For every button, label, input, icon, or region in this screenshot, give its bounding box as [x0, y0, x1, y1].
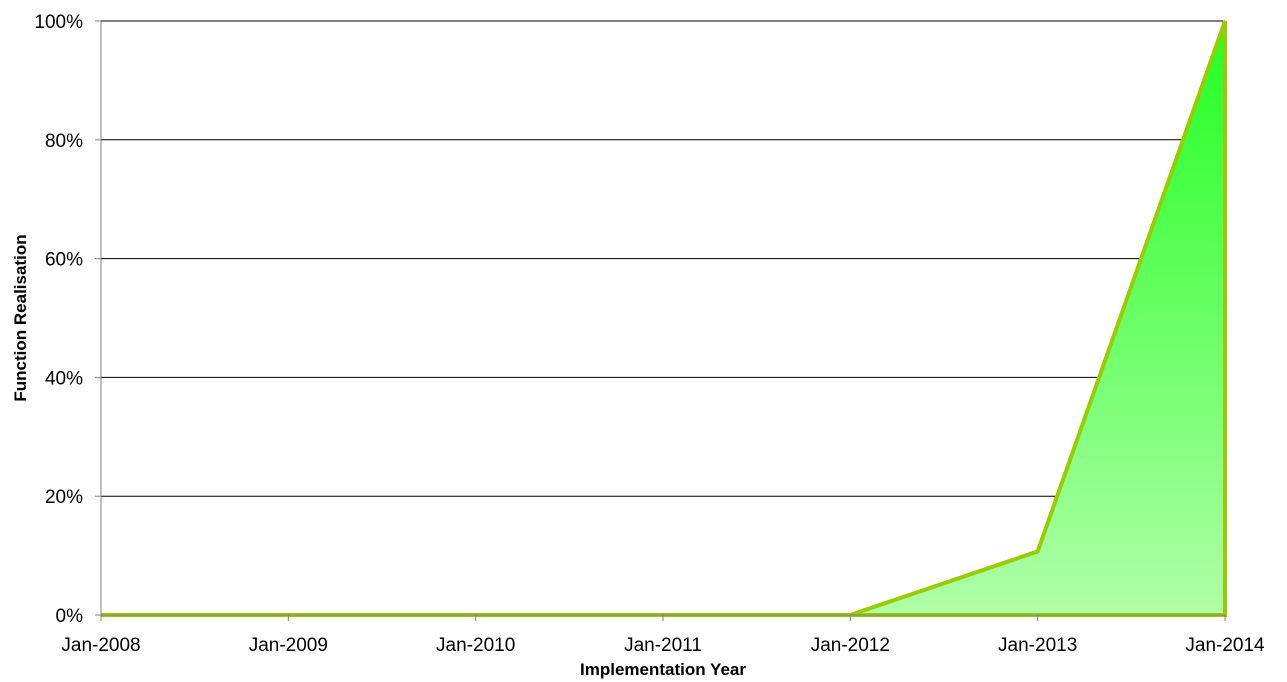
x-tick-label: Jan-2010 — [436, 635, 515, 656]
y-tick-label: 40% — [45, 368, 83, 389]
series-area-fill — [101, 20, 1227, 617]
y-tick-label: 100% — [34, 12, 83, 33]
x-tick-label: Jan-2012 — [811, 635, 890, 656]
axes — [95, 20, 1226, 621]
y-tick-label: 20% — [45, 487, 83, 508]
x-tick-label: Jan-2014 — [1185, 635, 1265, 656]
y-tick-label: 80% — [45, 131, 83, 152]
x-tick-label: Jan-2009 — [249, 635, 328, 656]
x-tick-label: Jan-2013 — [998, 635, 1077, 656]
x-tick-label: Jan-2011 — [624, 635, 702, 656]
series-area — [100, 20, 1227, 617]
x-axis-title: Implementation Year — [580, 660, 746, 679]
y-tick-label: 0% — [56, 606, 84, 627]
gridlines — [101, 20, 1225, 497]
x-tick-label: Jan-2008 — [61, 635, 140, 656]
y-axis-title: Function Realisation — [11, 234, 30, 401]
y-tick-label: 60% — [45, 250, 83, 271]
tick-labels: 0% 20% 40% 60% 80% 100% Jan-2008 Jan-2009 Jan-20… — [34, 12, 1265, 656]
